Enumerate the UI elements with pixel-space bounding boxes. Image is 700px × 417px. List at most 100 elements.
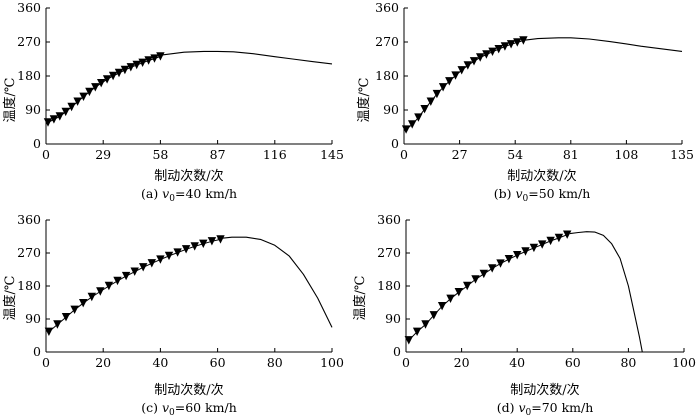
data-point-triangle	[420, 105, 429, 114]
data-point-triangle	[104, 281, 114, 291]
data-point-triangle	[401, 125, 411, 134]
data-point-triangle	[126, 63, 135, 72]
data-point-triangle	[412, 327, 422, 336]
x-tick-label: 80	[267, 355, 283, 370]
data-point-triangle	[55, 112, 64, 121]
y-tick-label: 180	[377, 278, 401, 293]
data-point-triangle	[114, 68, 124, 78]
x-tick-label: 54	[507, 147, 523, 162]
data-point-triangle	[199, 239, 208, 248]
data-point-triangle	[173, 248, 182, 257]
y-tick-label: 270	[17, 34, 41, 49]
panel-a: 温度/℃ 制动次数/次 (a) v0=40 km/h 0 90 180 270 360 0…	[2, 0, 344, 204]
data-point-triangle	[463, 61, 472, 70]
data-point-triangle	[102, 75, 112, 84]
data-point-triangle	[61, 313, 71, 322]
y-tick-label: 360	[377, 212, 401, 227]
data-point-triangle	[70, 305, 79, 314]
data-point-triangle	[96, 287, 105, 296]
data-point-triangle	[506, 40, 516, 49]
x-tick-label: 100	[320, 355, 344, 370]
y-tick-label: 360	[17, 212, 41, 227]
panel-caption: (a) v0=40 km/h	[141, 186, 237, 204]
data-point-triangle	[138, 58, 147, 67]
x-tick-label: 87	[210, 147, 226, 162]
data-point-triangle	[73, 97, 82, 106]
data-point-triangle	[538, 240, 547, 249]
x-tick-label: 58	[152, 147, 168, 162]
data-point-triangle	[445, 77, 454, 86]
data-point-triangle	[554, 233, 564, 243]
data-point-triangle	[488, 47, 497, 56]
x-tick-label: 135	[670, 147, 694, 162]
data-point-triangle	[432, 89, 442, 99]
data-point-triangle	[139, 263, 148, 272]
fitted-curve-line	[217, 236, 333, 328]
x-tick-label: 80	[620, 355, 636, 370]
y-tick-label: 180	[17, 68, 41, 83]
data-point-triangle	[87, 292, 96, 302]
data-point-triangle	[404, 336, 413, 345]
y-tick-label: 180	[375, 68, 399, 83]
data-point-triangle	[91, 83, 100, 92]
data-point-triangle	[521, 247, 530, 256]
data-point-triangle	[563, 230, 572, 239]
data-point-triangle	[147, 259, 156, 268]
y-tick-label: 90	[385, 311, 401, 326]
x-tick-label: 27	[452, 147, 468, 162]
data-point-triangle	[500, 42, 510, 51]
data-point-triangle	[529, 243, 539, 253]
data-point-triangle	[43, 118, 53, 127]
data-point-triangle	[479, 269, 488, 279]
panel-b: 温度/℃ 制动次数/次 (b) v0=50 km/h 0 90 180 270 360 0…	[356, 0, 694, 204]
data-point-triangle	[438, 83, 448, 92]
x-tick-label: 0	[42, 355, 50, 370]
data-point-triangle	[190, 242, 199, 251]
y-tick-label: 90	[25, 311, 41, 326]
data-point-triangle	[156, 255, 165, 264]
y-tick-label: 360	[17, 0, 41, 15]
data-point-triangle	[469, 57, 479, 66]
measured-line	[408, 234, 568, 341]
data-point-triangle	[144, 56, 153, 65]
data-point-triangle	[121, 271, 131, 281]
panel-d: 温度/℃ 制动次数/次 (d) v0=70 km/h 0 90 180 270 360 0…	[352, 212, 696, 417]
y-axis-label: 温度/℃	[2, 78, 18, 123]
x-tick-label: 29	[95, 147, 111, 162]
data-point-triangle	[216, 235, 225, 244]
data-point-triangle	[476, 53, 485, 62]
y-tick-label: 0	[33, 136, 41, 151]
x-tick-label: 60	[210, 355, 226, 370]
x-tick-label: 0	[400, 147, 408, 162]
data-point-triangle	[496, 259, 505, 268]
y-tick-label: 360	[375, 0, 399, 15]
y-axis-label: 温度/℃	[356, 78, 372, 123]
data-point-triangle	[130, 267, 139, 276]
data-point-triangle	[482, 50, 491, 59]
x-tick-label: 20	[454, 355, 470, 370]
x-axis-label: 制动次数/次	[507, 168, 576, 184]
data-point-triangle	[451, 71, 460, 80]
y-tick-label: 270	[17, 245, 41, 260]
data-point-triangle	[61, 107, 70, 117]
data-point-triangle	[421, 320, 430, 329]
data-point-triangle	[53, 320, 62, 329]
panel-caption: (b) v0=50 km/h	[494, 186, 591, 204]
x-tick-label: 145	[320, 147, 344, 162]
x-tick-label: 20	[95, 355, 111, 370]
x-tick-label: 81	[563, 147, 579, 162]
data-point-triangle	[164, 251, 174, 261]
data-point-triangle	[426, 97, 435, 106]
y-tick-label: 270	[375, 34, 399, 49]
data-point-triangle	[437, 302, 447, 311]
panel-c: 温度/℃ 制动次数/次 (c) v0=60 km/h 0 90 180 270 360 0…	[2, 212, 344, 417]
y-tick-label: 0	[33, 344, 41, 359]
data-point-triangle	[488, 264, 497, 273]
data-point-triangle	[49, 115, 59, 124]
y-axis-label: 温度/℃	[2, 276, 18, 321]
y-tick-label: 0	[393, 344, 401, 359]
data-point-triangle	[494, 45, 503, 54]
data-point-triangle	[513, 38, 522, 47]
x-axis-label: 制动次数/次	[154, 168, 223, 184]
